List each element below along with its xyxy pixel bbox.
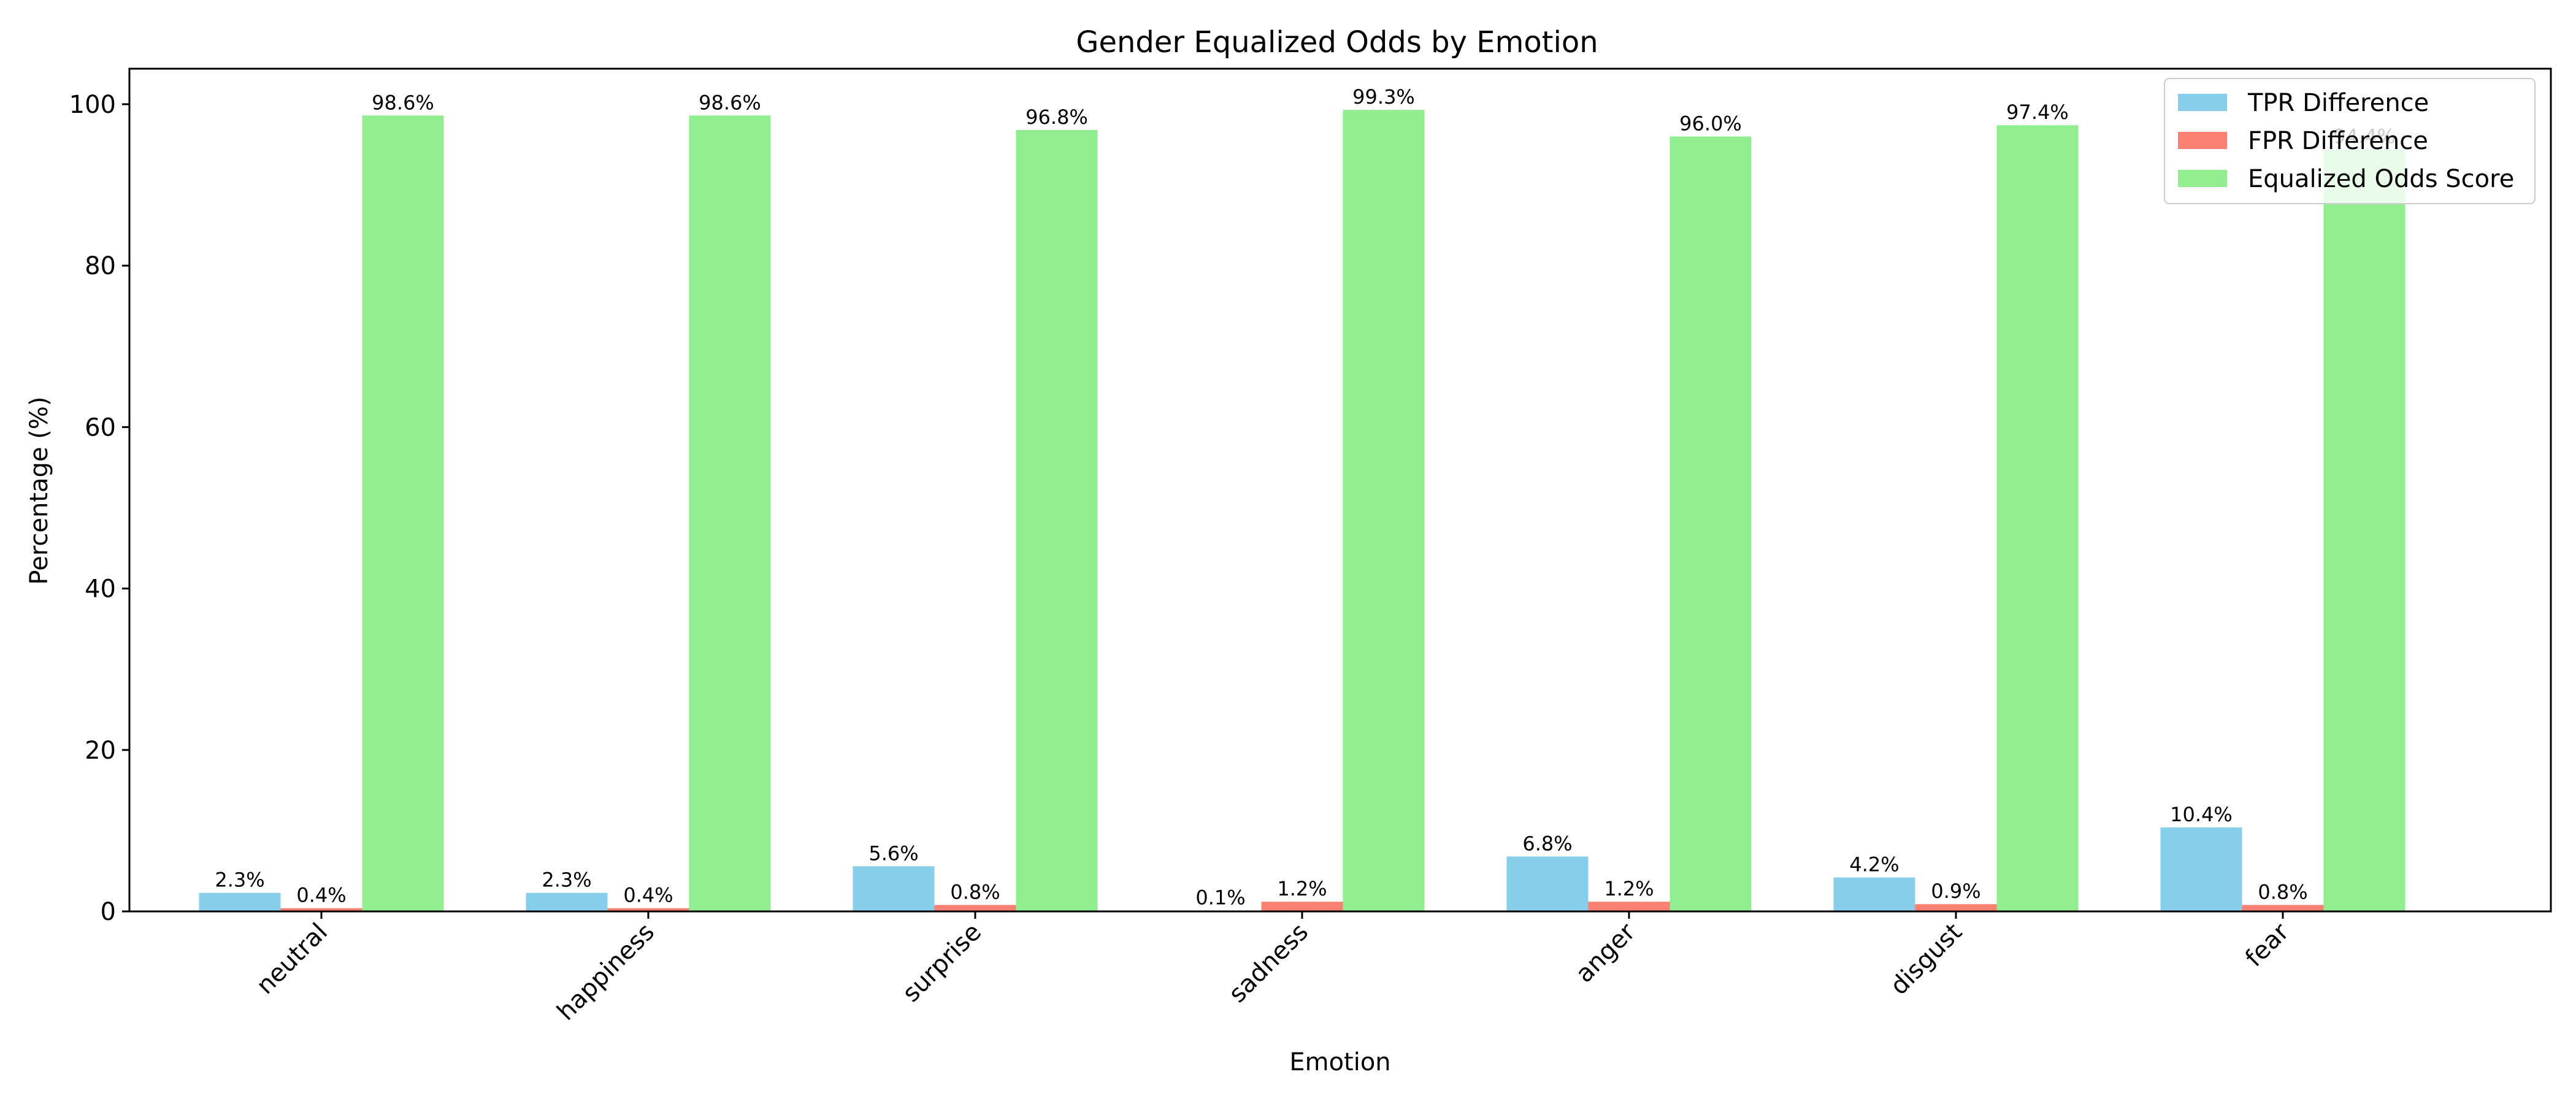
legend-label-fpr-difference: FPR Difference: [2248, 127, 2428, 155]
x-tick-label-neutral: neutral: [251, 918, 333, 1000]
bar-happiness-fpr-difference: [607, 908, 689, 911]
bar-surprise-equalized-odds-score: [1016, 130, 1098, 912]
data-label-surprise-tpr-difference: 5.6%: [868, 841, 918, 865]
y-axis-label: Percentage (%): [25, 397, 53, 585]
bar-anger-equalized-odds-score: [1669, 136, 1752, 911]
y-tick-label: 20: [85, 737, 116, 765]
legend-swatch-tpr-difference: [2178, 94, 2227, 111]
data-label-happiness-fpr-difference: 0.4%: [623, 884, 673, 907]
legend-label-tpr-difference: TPR Difference: [2247, 89, 2429, 117]
data-label-happiness-equalized-odds-score: 98.6%: [699, 91, 761, 114]
data-label-anger-equalized-odds-score: 96.0%: [1679, 112, 1742, 136]
data-label-disgust-fpr-difference: 0.9%: [1931, 880, 1980, 903]
y-tick-label: 0: [101, 898, 116, 926]
data-label-anger-tpr-difference: 6.8%: [1522, 832, 1572, 856]
data-label-disgust-tpr-difference: 4.2%: [1849, 853, 1899, 876]
data-label-sadness-tpr-difference: 0.1%: [1195, 886, 1245, 910]
y-tick-label: 40: [85, 575, 116, 604]
data-label-happiness-tpr-difference: 2.3%: [542, 868, 591, 892]
x-axis-label: Emotion: [1289, 1048, 1390, 1076]
bar-disgust-fpr-difference: [1915, 904, 1997, 911]
data-labels: 2.3% 0.4% 98.6% 2.3% 0.4% 98.6% 5.6% 0.8% 96.8% 0…: [215, 85, 2395, 910]
bar-neutral-tpr-difference: [199, 892, 281, 911]
data-label-fear-fpr-difference: 0.8%: [2258, 880, 2307, 903]
legend-box: [2164, 78, 2536, 204]
x-tick-label-surprise: surprise: [897, 918, 987, 1008]
data-label-neutral-fpr-difference: 0.4%: [296, 884, 346, 907]
bar-sadness-fpr-difference: [1261, 902, 1343, 911]
x-tick-label-fear: fear: [2240, 918, 2294, 972]
legend-label-equalized-odds-score: Equalized Odds Score: [2248, 165, 2514, 193]
data-label-surprise-equalized-odds-score: 96.8%: [1025, 105, 1088, 129]
bar-fear-equalized-odds-score: [2323, 149, 2405, 912]
x-tick-label-happiness: happiness: [552, 918, 660, 1026]
chart-title: Gender Equalized Odds by Emotion: [1076, 25, 1598, 59]
data-label-fear-tpr-difference: 10.4%: [2170, 803, 2233, 826]
legend-swatch-fpr-difference: [2178, 132, 2227, 149]
bar-happiness-tpr-difference: [526, 892, 608, 911]
bar-disgust-tpr-difference: [1833, 877, 1915, 911]
bar-fear-fpr-difference: [2242, 905, 2324, 911]
data-label-neutral-tpr-difference: 2.3%: [215, 868, 264, 892]
y-tick-label: 60: [85, 413, 116, 442]
bar-anger-fpr-difference: [1588, 902, 1670, 911]
bar-fear-tpr-difference: [2160, 827, 2242, 911]
data-label-sadness-equalized-odds-score: 99.3%: [1352, 85, 1415, 109]
x-axis: neutral happiness surprise sadness anger disg…: [251, 911, 2294, 1026]
x-tick-label-disgust: disgust: [1885, 918, 1968, 1001]
legend: TPR Difference FPR Difference Equalized Od…: [2164, 78, 2536, 204]
legend-swatch-equalized-odds-score: [2178, 170, 2227, 187]
bar-surprise-fpr-difference: [934, 905, 1016, 911]
data-label-surprise-fpr-difference: 0.8%: [950, 880, 1000, 903]
data-label-sadness-fpr-difference: 1.2%: [1277, 877, 1327, 900]
bar-surprise-tpr-difference: [853, 866, 935, 911]
bar-sadness-equalized-odds-score: [1343, 110, 1425, 911]
plot-frame: [128, 67, 2552, 913]
bar-neutral-fpr-difference: [280, 908, 362, 911]
y-axis: 0 20 40 60 80 100: [69, 91, 129, 926]
data-label-anger-fpr-difference: 1.2%: [1604, 877, 1654, 900]
bar-happiness-equalized-odds-score: [689, 115, 771, 911]
y-tick-label: 100: [69, 91, 116, 119]
bar-disgust-equalized-odds-score: [1996, 125, 2079, 911]
x-tick-label-anger: anger: [1570, 918, 1641, 988]
x-tick-label-sadness: sadness: [1224, 918, 1314, 1008]
data-label-disgust-equalized-odds-score: 97.4%: [2006, 101, 2069, 124]
data-label-neutral-equalized-odds-score: 98.6%: [372, 91, 434, 114]
bar-neutral-equalized-odds-score: [362, 115, 444, 911]
bar-anger-tpr-difference: [1506, 856, 1589, 911]
plot-area: [199, 110, 2405, 912]
y-tick-label: 80: [85, 252, 116, 280]
